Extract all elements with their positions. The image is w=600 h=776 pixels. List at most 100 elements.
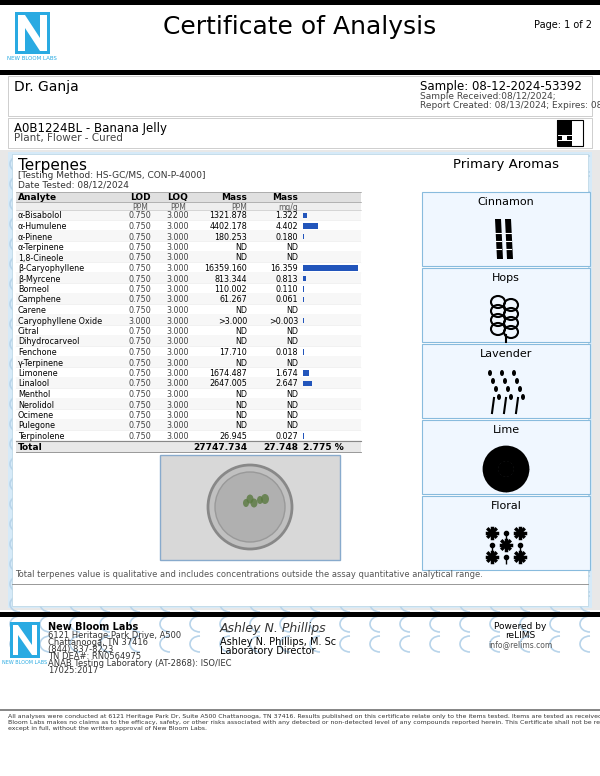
Wedge shape <box>499 447 528 480</box>
Bar <box>16 231 361 241</box>
Text: Lavender: Lavender <box>480 349 532 359</box>
Bar <box>0 617 600 707</box>
Bar <box>303 370 308 376</box>
Bar <box>562 140 567 146</box>
Bar <box>16 192 361 202</box>
Text: 0.750: 0.750 <box>128 296 151 304</box>
Circle shape <box>518 555 522 559</box>
Text: Cinnamon: Cinnamon <box>478 197 535 207</box>
Bar <box>16 357 361 368</box>
Bar <box>422 420 590 494</box>
Bar <box>422 268 590 342</box>
Bar <box>303 234 304 239</box>
Text: 3.000: 3.000 <box>167 411 189 420</box>
Circle shape <box>490 555 494 559</box>
Text: 0.750: 0.750 <box>128 359 151 368</box>
Bar <box>16 410 361 420</box>
Text: 0.750: 0.750 <box>128 432 151 441</box>
Bar <box>557 120 562 125</box>
Bar <box>557 130 562 135</box>
Bar <box>568 130 572 135</box>
Text: 0.750: 0.750 <box>128 411 151 420</box>
Text: ND: ND <box>235 421 247 431</box>
Ellipse shape <box>512 370 516 376</box>
Bar <box>568 120 572 125</box>
Text: 3.000: 3.000 <box>167 212 189 220</box>
Text: 3.000: 3.000 <box>167 359 189 368</box>
Ellipse shape <box>500 370 504 376</box>
Text: 0.061: 0.061 <box>275 296 298 304</box>
Text: Laboratory Director: Laboratory Director <box>220 646 316 656</box>
Text: 6121 Heritage Park Drive, A500: 6121 Heritage Park Drive, A500 <box>48 631 181 640</box>
Text: ND: ND <box>286 327 298 336</box>
Text: [Testing Method: HS-GC/MS, CON-P-4000]: [Testing Method: HS-GC/MS, CON-P-4000] <box>18 171 205 180</box>
Bar <box>16 368 361 378</box>
Bar <box>303 286 304 292</box>
Bar <box>303 380 312 386</box>
Bar <box>562 125 567 135</box>
Text: 0.750: 0.750 <box>128 327 151 336</box>
Text: Borneol: Borneol <box>18 285 49 294</box>
Wedge shape <box>506 452 528 491</box>
Text: 3.000: 3.000 <box>167 348 189 357</box>
Text: 2.647: 2.647 <box>275 379 298 389</box>
Text: α-Humulene: α-Humulene <box>18 222 67 231</box>
Text: ND: ND <box>286 306 298 315</box>
Text: Total: Total <box>18 442 43 452</box>
Text: 0.750: 0.750 <box>128 243 151 252</box>
Text: Terpinolene: Terpinolene <box>18 432 64 441</box>
Text: Dr. Ganja: Dr. Ganja <box>14 80 79 94</box>
Text: 3.000: 3.000 <box>167 222 189 231</box>
Text: 16359.160: 16359.160 <box>204 264 247 273</box>
Text: 3.000: 3.000 <box>167 432 189 441</box>
Text: 3.000: 3.000 <box>167 369 189 378</box>
Bar <box>303 275 306 281</box>
Bar <box>422 344 590 418</box>
Bar <box>0 612 600 617</box>
Text: 3.000: 3.000 <box>167 390 189 399</box>
Text: PPM: PPM <box>231 203 247 212</box>
Polygon shape <box>505 219 513 259</box>
Circle shape <box>490 531 494 535</box>
Text: 1321.878: 1321.878 <box>209 212 247 220</box>
Text: Sample: 08-12-2024-53392: Sample: 08-12-2024-53392 <box>420 80 582 93</box>
Text: 1.674: 1.674 <box>275 369 298 378</box>
Text: 27.748: 27.748 <box>263 442 298 452</box>
Text: ND: ND <box>286 359 298 368</box>
Polygon shape <box>18 625 32 655</box>
Text: Pulegone: Pulegone <box>18 421 55 431</box>
Text: Citral: Citral <box>18 327 40 336</box>
Circle shape <box>518 531 522 535</box>
Bar <box>303 433 304 438</box>
Text: ND: ND <box>286 400 298 410</box>
Text: 17.710: 17.710 <box>219 348 247 357</box>
Text: Carene: Carene <box>18 306 47 315</box>
Text: 0.750: 0.750 <box>128 264 151 273</box>
Bar <box>562 120 567 125</box>
Ellipse shape <box>515 378 519 384</box>
Text: 0.110: 0.110 <box>275 285 298 294</box>
Text: 3.000: 3.000 <box>167 285 189 294</box>
Text: Hops: Hops <box>492 273 520 283</box>
Text: PPM: PPM <box>170 203 186 212</box>
Text: 1674.487: 1674.487 <box>209 369 247 378</box>
Bar <box>568 125 572 130</box>
Bar <box>16 315 361 325</box>
Text: Lime: Lime <box>493 425 520 435</box>
Text: >3.000: >3.000 <box>218 317 247 325</box>
Wedge shape <box>484 447 517 476</box>
Text: 3.000: 3.000 <box>167 243 189 252</box>
Bar <box>0 150 600 610</box>
Bar <box>16 347 361 357</box>
Text: 3.000: 3.000 <box>167 306 189 315</box>
Text: α-Terpinene: α-Terpinene <box>18 243 65 252</box>
Ellipse shape <box>521 394 525 400</box>
Circle shape <box>215 472 285 542</box>
Text: ND: ND <box>235 411 247 420</box>
Text: All analyses were conducted at 6121 Heritage Park Dr, Suite A500 Chattanooga, TN: All analyses were conducted at 6121 Heri… <box>8 714 600 730</box>
Bar <box>8 76 592 116</box>
Text: Certificate of Analysis: Certificate of Analysis <box>163 15 437 39</box>
Text: 3.000: 3.000 <box>167 275 189 283</box>
Text: LOD: LOD <box>130 193 151 202</box>
Text: 4.402: 4.402 <box>275 222 298 231</box>
